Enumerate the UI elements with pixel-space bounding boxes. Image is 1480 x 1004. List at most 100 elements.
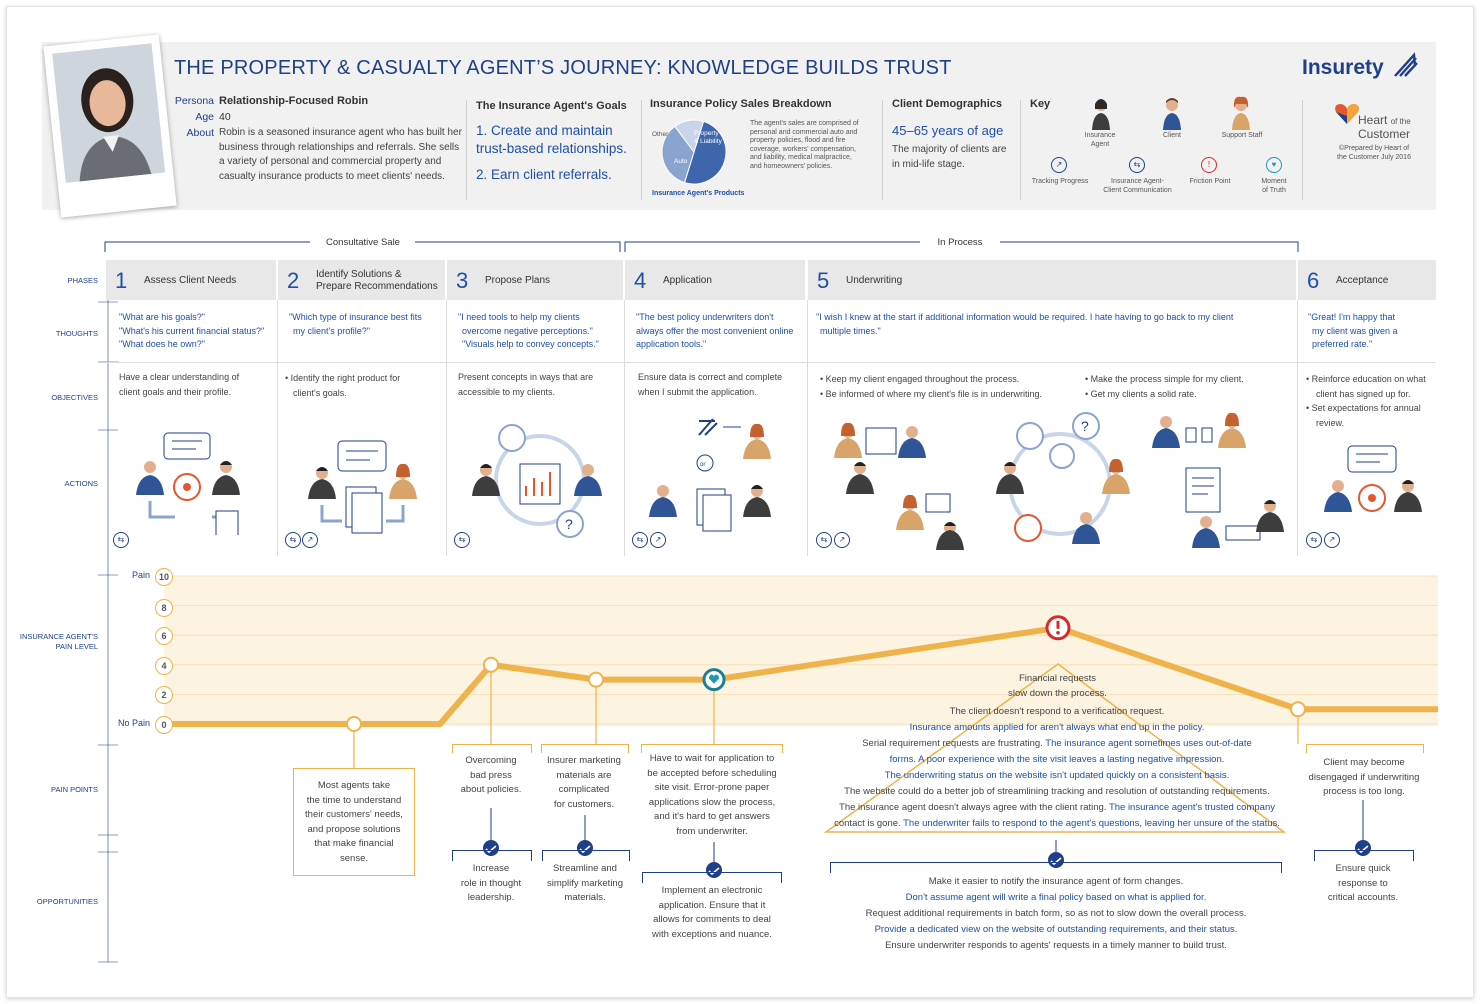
pain-bracket [452, 744, 532, 753]
communication-icon: ⇆ [632, 532, 648, 548]
opportunity-bracket [452, 850, 532, 861]
column-divider [277, 300, 278, 556]
pain-level-band [164, 576, 1438, 726]
row-label-pain-points: PAIN POINTS [51, 785, 98, 794]
pain-point-box-1 [293, 768, 415, 876]
action-illustration-5: ? [834, 412, 1284, 550]
pie-label-auto: Auto [674, 158, 688, 165]
pie-label-liability: & Liability [694, 138, 723, 145]
insurance-agent-icon [1092, 99, 1110, 130]
communication-icon: ⇆ [1129, 157, 1145, 173]
goals-heading: The Insurance Agent's Goals [476, 100, 627, 112]
pie-slice [661, 125, 695, 184]
heart-logo-icon [1335, 104, 1359, 124]
pain-point-phase-5: The client doesn't respond to a verifica… [834, 706, 1280, 829]
row-label-phases: PHASES [67, 276, 98, 285]
communication-icon: ⇆ [113, 532, 129, 548]
tracking-progress-icon: ↗ [1324, 532, 1340, 548]
persona-portrait-icon [52, 43, 166, 183]
pain-bracket [541, 744, 629, 753]
heart-icon [709, 674, 719, 684]
pain-data-point [1290, 701, 1306, 718]
pain-point-phase-5-top: Financial requests slow down the process. [1008, 673, 1107, 699]
demographics-note: The majority of clients are in mid-life s… [892, 144, 1007, 170]
pain-point-phase-3a: Overcoming bad press about policies. [460, 755, 522, 795]
moment-of-truth-icon: ♥ [1266, 157, 1282, 173]
breakdown-note: The agent's sales are comprised of person… [750, 120, 859, 170]
persona-name: Relationship-Focused Robin [219, 95, 369, 107]
header-divider [1020, 100, 1021, 200]
pain-point-phase-6: Client may become disengaged if underwrit… [1308, 757, 1420, 797]
pie-caption: Insurance Agent's Products [652, 190, 745, 197]
phase-4: 4 Application [625, 260, 805, 300]
communication-icon: ⇆ [285, 532, 301, 548]
objective-phase-6: • Reinforce education on what client has … [1306, 374, 1426, 428]
action-illustration-2 [308, 440, 417, 534]
opportunity-phase-3b: Streamline and simplify marketing material… [546, 863, 624, 903]
opportunity-bracket [542, 850, 630, 861]
thought-phase-5: "I wish I knew at the start if additiona… [816, 312, 1234, 336]
pain-tick-10: 10 [155, 568, 173, 586]
opportunity-phase-5: Make it easier to notify the insurance a… [865, 876, 1247, 951]
key-tracking-label: Tracking Progress [1031, 178, 1089, 185]
exclamation-icon [1056, 620, 1060, 629]
header-divider [641, 100, 642, 200]
friction-point-icon: ! [1201, 157, 1217, 173]
thought-phase-4: "The best policy underwriters don't alway… [636, 312, 794, 349]
row-label-thoughts: THOUGHTS [55, 329, 98, 338]
sales-pie-chart: Other Property & Liability Auto [652, 119, 727, 185]
persona-label: Persona [174, 95, 214, 107]
hotc-logo-text: Heart of the Customer [1358, 113, 1411, 141]
pain-bracket [1306, 744, 1424, 753]
action-illustration-3: ? [472, 424, 602, 538]
tracking-progress-icon: ↗ [834, 532, 850, 548]
pain-data-point [588, 671, 604, 688]
pain-axis-top-label: Pain [131, 570, 150, 580]
tracking-progress-icon: ↗ [650, 532, 666, 548]
column-divider [1297, 300, 1298, 556]
objective-phase-1: Have a clear understanding of client goal… [119, 372, 240, 397]
phase-5: 5 Underwriting [808, 260, 1296, 300]
objective-phase-3: Present concepts in ways that are accessi… [458, 372, 594, 397]
persona-photo [43, 34, 177, 218]
column-divider [624, 300, 625, 556]
communication-icon: ⇆ [454, 532, 470, 548]
svg-text:?: ? [565, 516, 573, 532]
pie-label-property: Property [694, 130, 719, 137]
phase-6: 6 Acceptance [1298, 260, 1436, 300]
action-illustration-6 [1324, 445, 1422, 512]
pain-point-phase-4: Have to wait for application to be accept… [647, 753, 777, 837]
pain-data-point [483, 656, 499, 673]
stage-brackets [104, 241, 1299, 252]
row-label-objectives: OBJECTIVES [51, 393, 98, 402]
insurety-logo: Insurety [1302, 52, 1422, 84]
opportunity-phase-3a: Increase role in thought leadership. [460, 863, 522, 903]
objective-phase-5b: • Make the process simple for my client.… [1085, 374, 1244, 399]
key-client-label: Client [1163, 132, 1181, 139]
key-moment-label: Moment of Truth [1261, 178, 1287, 194]
opportunity-bracket [642, 872, 782, 883]
page-title: THE PROPERTY & CASUALTY AGENT’S JOURNEY:… [174, 57, 952, 79]
row-label-actions: ACTIONS [64, 479, 98, 488]
thought-phase-3: "I need tools to help my clients overcome… [458, 312, 599, 349]
key-communication-label: Insurance Agent- Client Communication [1103, 178, 1172, 194]
objective-phase-4: Ensure data is correct and complete when … [638, 372, 783, 397]
header-divider [1302, 100, 1303, 200]
row-label-opportunities: OPPORTUNITIES [36, 897, 98, 906]
action-illustration-4: or [649, 418, 771, 532]
thought-phase-2: "Which type of insurance best fits my cli… [289, 312, 422, 336]
demographics-age-range: 45–65 years of age [892, 123, 1004, 138]
pain-axis-bottom-label: No Pain [117, 718, 150, 728]
objective-phase-2: • Identify the right product for client's… [285, 373, 401, 398]
hotc-prepared-note: ©Prepared by Heart of the Customer July 2… [1337, 145, 1411, 161]
pain-point-phase-3b: Insurer marketing materials are complicate… [547, 755, 621, 810]
header-divider [882, 100, 883, 200]
stage-in-process: In Process [937, 237, 983, 248]
persona-age: 40 [219, 111, 231, 123]
tracking-progress-icon: ↗ [302, 532, 318, 548]
pain-point-triangle [823, 663, 1287, 833]
pain-data-point [346, 716, 362, 732]
communication-icon: ⇆ [1306, 532, 1322, 548]
row-label-pain-level: INSURANCE AGENT'S PAIN LEVEL [19, 632, 98, 651]
